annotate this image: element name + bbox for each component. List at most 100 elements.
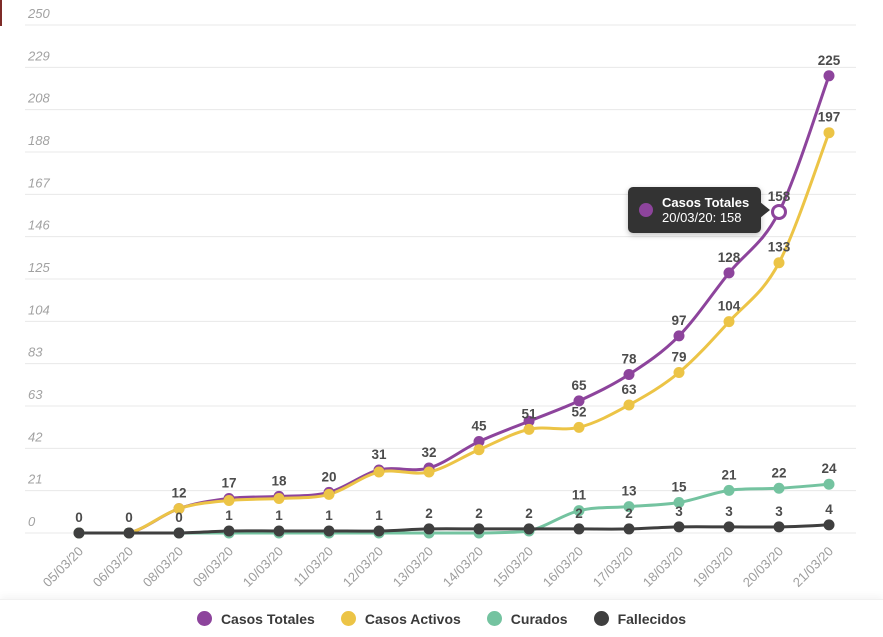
data-point[interactable] — [373, 466, 385, 478]
data-point[interactable] — [523, 423, 535, 435]
y-tick-label: 188 — [28, 133, 50, 148]
point-label: 3 — [725, 504, 733, 519]
x-axis-label: 08/03/20 — [140, 544, 186, 590]
x-axis-label: 20/03/20 — [740, 544, 786, 590]
x-axis-label: 17/03/20 — [590, 544, 636, 590]
y-tick-label: 229 — [27, 48, 50, 63]
data-point[interactable] — [823, 127, 835, 139]
x-axis-label: 13/03/20 — [390, 544, 436, 590]
data-point[interactable] — [623, 523, 635, 535]
x-axis-label: 15/03/20 — [490, 544, 536, 590]
data-point[interactable] — [323, 525, 335, 537]
point-label: 225 — [818, 53, 841, 68]
data-point[interactable] — [723, 267, 735, 279]
point-label: 18 — [271, 473, 287, 488]
legend-item-casos-totales[interactable]: Casos Totales — [196, 610, 315, 627]
data-point[interactable] — [423, 466, 435, 478]
point-label: 97 — [671, 313, 686, 328]
data-point[interactable] — [673, 330, 685, 342]
point-label: 2 — [425, 506, 433, 521]
x-axis-label: 18/03/20 — [640, 544, 686, 590]
data-point[interactable] — [673, 497, 685, 509]
y-tick-label: 250 — [27, 6, 50, 21]
x-axis-label: 10/03/20 — [240, 544, 286, 590]
data-point[interactable] — [473, 444, 485, 456]
data-point[interactable] — [173, 527, 185, 539]
x-axis-label: 06/03/20 — [90, 544, 136, 590]
data-point[interactable] — [773, 482, 785, 494]
point-label: 2 — [575, 506, 583, 521]
data-point[interactable] — [623, 369, 635, 381]
data-point[interactable] — [723, 484, 735, 496]
data-point[interactable] — [473, 436, 485, 448]
point-label: 17 — [221, 475, 236, 490]
data-point[interactable] — [73, 527, 85, 539]
data-point[interactable] — [223, 494, 235, 506]
point-label: 158 — [768, 189, 791, 204]
tooltip-title: Casos Totales — [662, 195, 750, 210]
data-point[interactable] — [773, 521, 785, 533]
data-point[interactable] — [123, 527, 135, 539]
data-point[interactable] — [373, 525, 385, 537]
point-label: 1 — [325, 508, 333, 523]
point-label: 32 — [421, 445, 436, 460]
point-label: 1 — [225, 508, 233, 523]
data-point[interactable] — [773, 257, 785, 269]
x-axis-label: 12/03/20 — [340, 544, 386, 590]
tooltip: Casos Totales 20/03/20: 158 — [628, 187, 770, 233]
data-point[interactable] — [573, 421, 585, 433]
y-tick-label: 208 — [27, 91, 50, 106]
data-point[interactable] — [573, 523, 585, 535]
tooltip-value: 20/03/20: 158 — [662, 210, 742, 225]
data-point[interactable] — [573, 395, 585, 407]
y-tick-label: 21 — [27, 472, 42, 487]
x-axis-label: 21/03/20 — [790, 544, 836, 590]
point-label: 12 — [171, 486, 186, 501]
y-tick-label: 167 — [28, 175, 50, 190]
point-label: 3 — [775, 504, 783, 519]
data-point[interactable] — [823, 478, 835, 490]
x-axis-label: 16/03/20 — [540, 544, 586, 590]
point-label: 1 — [275, 508, 283, 523]
point-label: 78 — [621, 352, 637, 367]
point-label: 51 — [521, 406, 537, 421]
legend-item-curados[interactable]: Curados — [486, 611, 568, 627]
highlighted-data-point[interactable] — [771, 203, 787, 220]
point-label: 63 — [621, 382, 637, 397]
data-point[interactable] — [323, 488, 335, 500]
data-point[interactable] — [623, 501, 635, 513]
data-point[interactable] — [823, 70, 835, 82]
line-chart[interactable]: 02142638310412514616718820822925005/03/2… — [0, 0, 883, 600]
data-point[interactable] — [273, 525, 285, 537]
legend-swatch-icon — [340, 611, 356, 626]
data-point[interactable] — [423, 523, 435, 535]
data-point[interactable] — [173, 503, 185, 515]
data-point[interactable] — [823, 519, 835, 531]
series-line-0 — [79, 75, 831, 535]
data-point[interactable] — [723, 521, 735, 533]
data-point[interactable] — [523, 523, 535, 535]
legend-bar: Casos Totales Casos Activos Curados Fall… — [0, 600, 883, 637]
data-point[interactable] — [273, 492, 285, 504]
legend-label: Casos Totales — [220, 610, 315, 627]
point-label: 4 — [825, 502, 833, 517]
data-point[interactable] — [623, 399, 635, 411]
data-point[interactable] — [673, 366, 685, 378]
data-point[interactable] — [723, 316, 735, 328]
x-axis-label: 14/03/20 — [440, 544, 486, 590]
point-label: 0 — [75, 510, 83, 525]
data-point[interactable] — [573, 505, 585, 517]
data-point[interactable] — [223, 525, 235, 537]
legend-item-fallecidos[interactable]: Fallecidos — [593, 611, 686, 627]
y-tick-label: 0 — [28, 514, 36, 529]
legend-swatch-icon — [486, 611, 502, 626]
x-axis-label: 11/03/20 — [290, 544, 336, 590]
legend-swatch-icon — [593, 611, 609, 626]
point-label: 22 — [771, 465, 786, 480]
legend-item-casos-activos[interactable]: Casos Activos — [340, 611, 461, 627]
point-label: 52 — [571, 404, 586, 419]
screen-edge-artifact — [0, 0, 2, 26]
data-point[interactable] — [523, 415, 535, 427]
data-point[interactable] — [473, 523, 485, 535]
data-point[interactable] — [673, 521, 685, 533]
